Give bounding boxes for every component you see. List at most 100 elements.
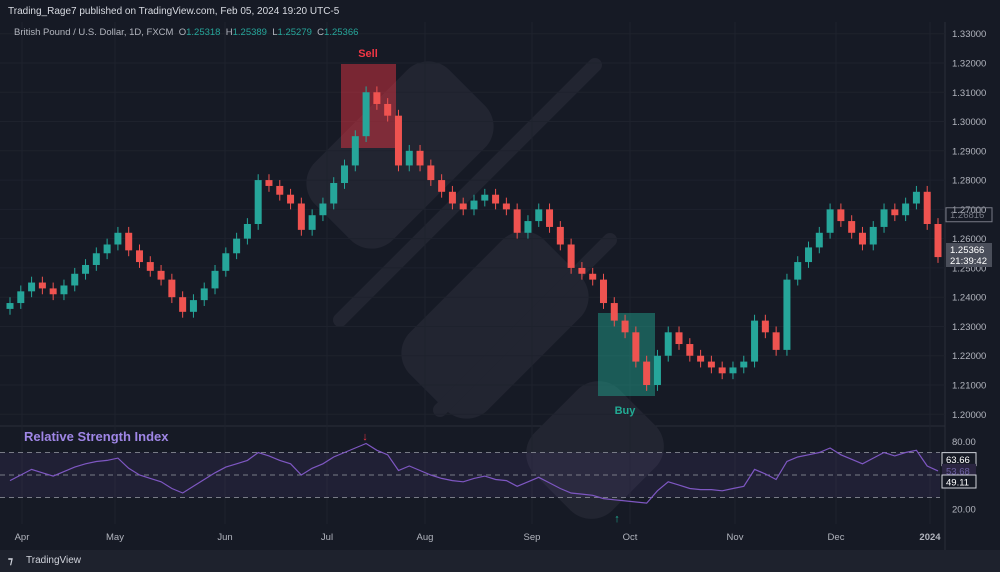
candle-body: [28, 282, 36, 292]
price-tick-label: 1.30000: [952, 117, 986, 128]
candle-body: [157, 270, 165, 280]
candle-body: [114, 232, 122, 245]
candle-body: [135, 250, 143, 263]
time-tick-label: May: [106, 532, 124, 543]
candle-body: [394, 115, 402, 166]
time-tick-label: Aug: [417, 532, 434, 543]
candle-body: [427, 165, 435, 181]
symbol-name: British Pound / U.S. Dollar, 1D, FXCM: [14, 27, 174, 38]
buy-arrow-icon: ↑: [614, 513, 620, 525]
candle-body: [826, 209, 834, 233]
candle-body: [567, 244, 575, 268]
footer-brand[interactable]: TradingView: [26, 555, 82, 566]
candle-body: [643, 361, 651, 386]
last-price-label: 1.25366: [950, 245, 984, 256]
price-tick-label: 1.27000: [952, 205, 986, 216]
candle-body: [729, 367, 737, 374]
candle-body: [362, 92, 370, 137]
candle-body: [848, 221, 856, 233]
candle-body: [438, 180, 446, 192]
time-tick-label: Dec: [828, 532, 845, 543]
low-label: L: [272, 27, 278, 38]
candle-body: [265, 180, 273, 186]
watermark-shape: [401, 231, 589, 419]
candle-body: [589, 273, 597, 280]
candle-body: [805, 247, 813, 263]
candle-body: [535, 209, 543, 222]
candle-body: [794, 262, 802, 280]
candle-body: [815, 232, 823, 248]
candle-body: [740, 361, 748, 368]
rsi-value-label: 49.11: [946, 478, 969, 489]
candle-body: [82, 264, 90, 274]
candle-body: [513, 209, 521, 233]
time-tick-label: Oct: [623, 532, 638, 543]
ref-price-label: 1.26816: [950, 210, 984, 221]
candle-body: [38, 282, 46, 289]
tradingview-logo-icon: ⁊: [8, 556, 13, 567]
time-tick-label: Jun: [217, 532, 232, 543]
candle-body: [934, 224, 942, 258]
ref-price-box: [945, 207, 993, 223]
candle-body: [546, 209, 554, 227]
candle-body: [179, 297, 187, 312]
price-tick-label: 1.20000: [952, 410, 986, 421]
candle-body: [254, 180, 262, 224]
candle-body: [783, 279, 791, 350]
open-value: 1.25318: [186, 27, 221, 38]
candle-body: [632, 332, 640, 362]
candle-body: [243, 224, 251, 239]
candle-body: [60, 285, 68, 295]
candle-body: [697, 355, 705, 362]
candle-body: [341, 165, 349, 184]
open-label: O: [178, 27, 187, 38]
price-tick-label: 1.25000: [952, 263, 986, 274]
rsi-title: Relative Strength Index: [24, 429, 169, 444]
candle-body: [653, 355, 661, 386]
time-tick-label: Sep: [524, 532, 541, 543]
candle-body: [923, 191, 931, 224]
candle-body: [49, 288, 57, 295]
candle-body: [675, 332, 683, 345]
candle-body: [610, 303, 618, 321]
high-value: 1.25389: [232, 27, 267, 38]
candle-body: [373, 92, 381, 104]
candle-body: [103, 244, 111, 254]
price-tick-label: 1.28000: [952, 176, 986, 187]
rsi-tick-label: 20.00: [952, 504, 976, 515]
candle-body: [351, 136, 359, 166]
candle-body: [287, 194, 295, 204]
countdown-label: 21:39:42: [950, 256, 987, 267]
price-tick-label: 1.29000: [952, 146, 986, 157]
candle-body: [599, 279, 607, 304]
price-tick-label: 1.33000: [952, 29, 986, 40]
rsi-line: [9, 442, 939, 504]
rsi-value-label: 53.68: [946, 466, 970, 477]
candle-body: [459, 203, 467, 210]
candle-body: [200, 288, 208, 301]
candle-body: [405, 150, 413, 166]
watermark-shape: [333, 58, 602, 327]
candle-body: [772, 332, 780, 350]
candle-body: [6, 303, 14, 309]
candle-body: [502, 203, 510, 210]
candle-body: [761, 320, 769, 333]
candle-body: [416, 150, 424, 166]
candle-body: [189, 300, 197, 312]
candle-body: [384, 103, 392, 116]
candle-body: [71, 273, 79, 286]
rsi-value-box: [941, 474, 977, 489]
candle-body: [492, 194, 500, 204]
candle-body: [222, 253, 230, 271]
low-value: 1.25279: [277, 27, 312, 38]
candle-body: [858, 232, 866, 245]
candle-body: [146, 262, 154, 271]
candle-body: [837, 209, 845, 222]
candle-body: [319, 203, 327, 216]
candle-body: [448, 191, 456, 204]
candle-body: [707, 361, 715, 368]
candle-body: [330, 183, 338, 204]
candle-body: [621, 320, 629, 333]
